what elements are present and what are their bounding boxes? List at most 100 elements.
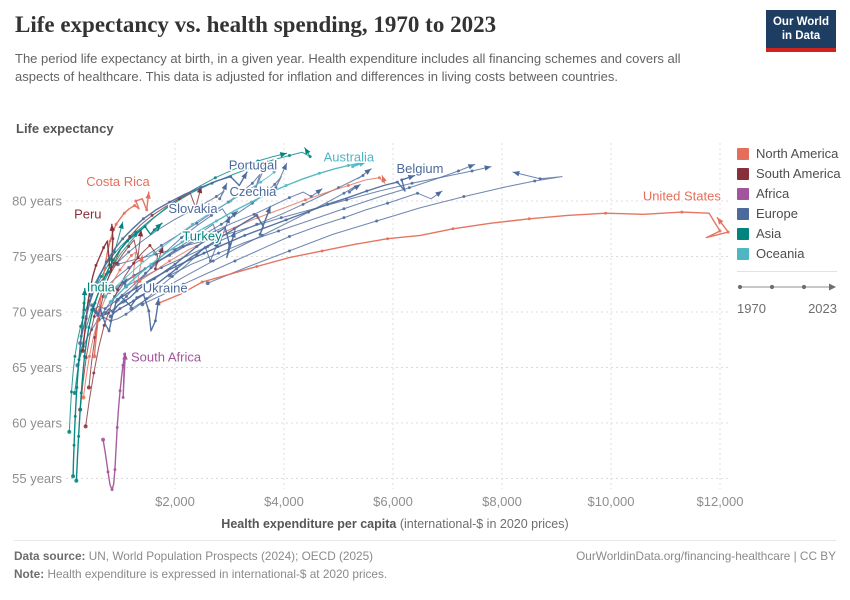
data-point	[218, 197, 222, 201]
data-point	[83, 354, 87, 358]
x-tick-label: $10,000	[588, 494, 635, 509]
data-point	[462, 195, 466, 199]
data-point	[326, 202, 330, 206]
data-point	[218, 241, 222, 245]
data-point	[451, 227, 455, 231]
arrowhead-2023	[266, 164, 274, 171]
legend-item-north-america[interactable]: North America	[737, 146, 838, 161]
data-point	[101, 437, 106, 442]
data-point	[208, 231, 212, 235]
data-point	[470, 169, 474, 173]
data-point	[153, 319, 157, 323]
data-point	[147, 309, 151, 313]
arrowhead-2023	[364, 168, 372, 175]
data-point	[135, 289, 139, 293]
data-point	[111, 258, 115, 262]
data-point	[217, 230, 221, 234]
data-point	[135, 286, 139, 290]
data-point	[71, 474, 76, 479]
data-point	[320, 249, 324, 253]
legend-item-africa[interactable]: Africa	[737, 186, 837, 201]
series-line-austria	[130, 183, 361, 310]
timeline-dot	[769, 284, 775, 290]
data-point	[249, 200, 253, 204]
data-point	[351, 165, 355, 169]
data-point	[96, 313, 100, 317]
data-point	[81, 316, 85, 320]
data-point	[103, 294, 108, 299]
country-label-australia: Australia	[324, 150, 375, 165]
footer-left: Data source: UN, World Population Prospe…	[14, 549, 387, 585]
data-point	[365, 189, 369, 193]
series-line-switzerland	[169, 163, 476, 276]
data-point	[124, 294, 128, 298]
data-point	[274, 186, 278, 190]
country-label-costa-rica: Costa Rica	[86, 174, 150, 189]
data-point	[199, 186, 203, 190]
arrowhead-2023	[279, 152, 287, 158]
data-point	[77, 358, 81, 362]
data-point	[181, 282, 185, 286]
data-point	[121, 300, 125, 304]
legend-item-europe[interactable]: Europe	[737, 206, 837, 221]
data-point	[121, 237, 125, 241]
chart-footer: Data source: UN, World Population Prospe…	[14, 540, 836, 585]
data-point	[279, 216, 283, 220]
owid-logo[interactable]: Our World in Data	[766, 10, 836, 52]
arrowhead-2023	[281, 163, 287, 171]
country-labels: United States Costa Rica Peru India Ukraine T…	[73, 148, 723, 366]
data-point	[125, 283, 129, 287]
timeline-dot	[737, 284, 743, 290]
data-point	[127, 250, 131, 254]
data-point	[150, 286, 154, 290]
arrowhead-2023	[221, 183, 227, 191]
data-point	[227, 217, 231, 221]
note-label: Note:	[14, 567, 45, 581]
legend-swatch	[737, 187, 749, 200]
data-point	[165, 284, 169, 288]
timeline-labels: 1970 2023	[737, 301, 837, 316]
x-tick-label: $8,000	[482, 494, 522, 509]
legend-item-south-america[interactable]: South America	[737, 166, 841, 181]
arrowhead-2023	[122, 353, 128, 360]
data-point	[118, 389, 122, 393]
data-point	[254, 186, 258, 190]
data-source-text: UN, World Population Prospects (2024); O…	[88, 549, 374, 563]
data-point	[92, 354, 97, 359]
data-point	[152, 251, 156, 255]
data-point	[386, 201, 390, 205]
data-point	[255, 213, 259, 217]
country-label-south-africa: South Africa	[131, 350, 202, 365]
legend-label: South America	[756, 166, 841, 181]
data-point	[342, 191, 346, 195]
data-point	[92, 371, 96, 375]
x-tick-label: $12,000	[697, 494, 744, 509]
data-point	[255, 264, 259, 268]
data-point	[194, 206, 198, 210]
data-point	[132, 299, 136, 303]
data-point	[116, 288, 120, 292]
data-point	[180, 240, 184, 244]
chart-url-link[interactable]: OurWorldinData.org/financing-healthcare …	[576, 549, 836, 563]
country-label-united-states: United States	[643, 189, 722, 204]
data-point	[74, 478, 79, 483]
data-point	[82, 301, 86, 305]
data-point	[115, 261, 119, 265]
legend-item-oceania[interactable]: Oceania	[737, 246, 837, 261]
series-line-united-kingdom	[109, 188, 323, 293]
legend-item-asia[interactable]: Asia	[737, 226, 837, 241]
timeline-arrowhead	[829, 283, 836, 291]
data-point	[232, 227, 236, 231]
data-point	[527, 217, 531, 221]
x-axis-title-units: (international-$ in 2020 prices)	[396, 517, 569, 531]
arrowhead-2023	[213, 240, 219, 248]
data-point	[175, 267, 179, 271]
data-point	[110, 488, 114, 492]
data-point	[148, 243, 152, 247]
country-label-turkey: Turkey	[182, 229, 222, 244]
arrowhead-2023	[241, 172, 247, 180]
data-point	[126, 239, 130, 243]
data-point	[150, 213, 154, 217]
